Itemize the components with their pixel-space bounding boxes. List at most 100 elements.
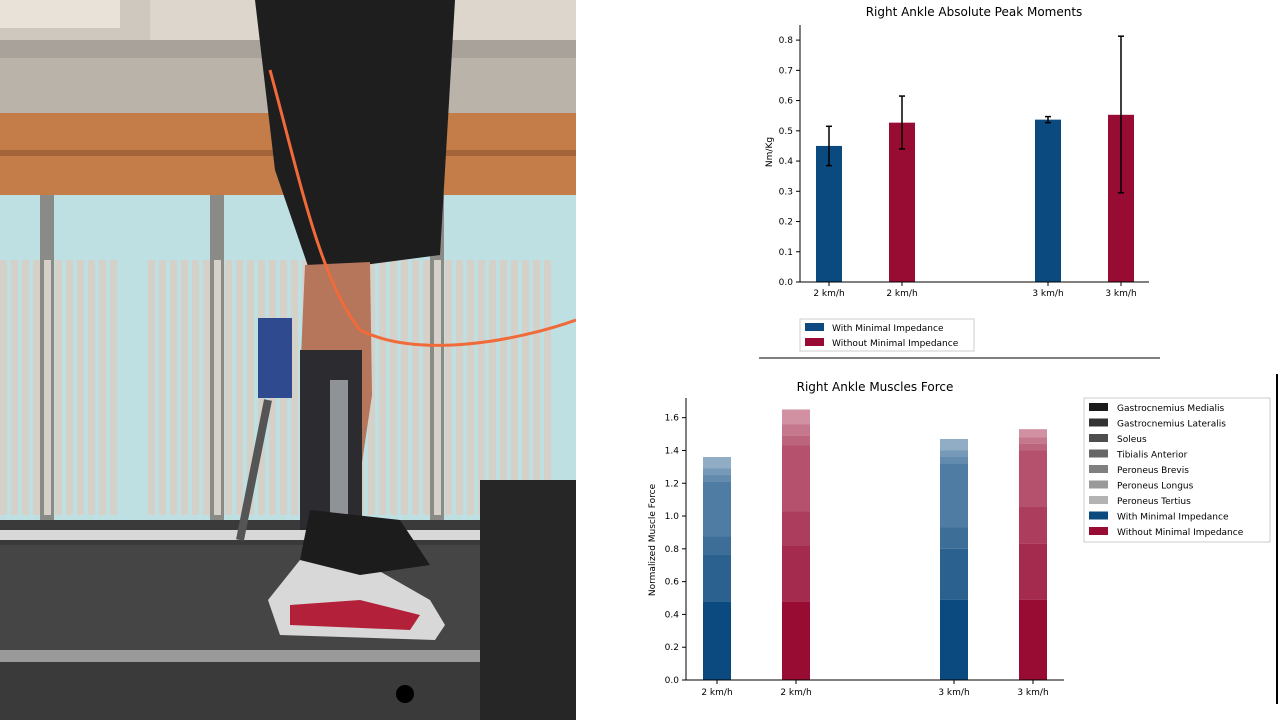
x-tick-label: 3 km/h xyxy=(1105,289,1136,299)
rear-shoe xyxy=(300,510,430,575)
radiator-fin xyxy=(33,260,40,515)
legend: With Minimal Impedance Without Minimal I… xyxy=(799,318,975,352)
legend-swatch xyxy=(1089,434,1108,442)
bar-segment xyxy=(1019,437,1047,444)
y-ticks: 0.0 0.1 0.2 0.3 0.4 0.5 0.6 0.7 0.8 xyxy=(779,36,800,288)
legend-box xyxy=(799,318,975,352)
radiator-fin xyxy=(225,260,232,515)
muscles-force-chart: Right Ankle Muscles Force Normalized Mus… xyxy=(648,380,1271,698)
bar-segment xyxy=(940,457,968,464)
bar xyxy=(1035,119,1061,282)
radiator-fin xyxy=(390,260,397,515)
treadmill-edge xyxy=(0,650,576,662)
photo-illustration xyxy=(0,0,577,720)
bar-segment xyxy=(940,450,968,458)
legend-label: Peroneus Longus xyxy=(1117,482,1194,492)
x-ticks: 2 km/h 2 km/h 3 km/h 3 km/h xyxy=(813,282,1137,299)
radiator-fin xyxy=(489,260,496,515)
bar-segment xyxy=(782,409,810,425)
bar-segment xyxy=(1019,450,1047,507)
y-tick-label: 0.8 xyxy=(665,545,680,555)
bar-segment xyxy=(703,457,731,469)
legend-label: Peroneus Tertius xyxy=(1117,497,1191,507)
x-tick-label: 3 km/h xyxy=(1032,289,1063,299)
radiator-fin xyxy=(192,260,199,515)
bar-segment xyxy=(703,475,731,482)
bar-segment xyxy=(782,435,810,446)
legend-swatch xyxy=(1089,418,1108,427)
bar-segment xyxy=(940,599,968,680)
radiator-fin xyxy=(544,260,551,515)
bar-segment xyxy=(1019,543,1047,600)
stacked-bars xyxy=(703,409,1047,680)
y-tick-label: 1.2 xyxy=(665,479,679,489)
bar-segment xyxy=(782,445,810,512)
radiator-fin xyxy=(99,260,106,515)
legend: Gastrocnemius Medialis Gastrocnemius Late… xyxy=(1083,397,1271,543)
cable xyxy=(268,69,577,347)
bar-segment xyxy=(1019,506,1047,544)
x-tick-label: 3 km/h xyxy=(1017,688,1048,698)
radiator-fin xyxy=(412,260,419,515)
chart-title: Right Ankle Absolute Peak Moments xyxy=(866,5,1083,19)
bar-segment xyxy=(782,601,810,680)
radiator-fin xyxy=(88,260,95,515)
radiator-fin xyxy=(170,260,177,515)
radiator-fin xyxy=(379,260,386,515)
x-tick-label: 2 km/h xyxy=(813,289,844,299)
y-tick-label: 0.0 xyxy=(665,676,680,686)
radiator-fin xyxy=(291,260,298,515)
bar-segment xyxy=(940,527,968,549)
y-tick-label: 0.1 xyxy=(779,248,793,258)
radiator-fin xyxy=(500,260,507,515)
bar-segment xyxy=(1019,429,1047,438)
bar-segment xyxy=(703,468,731,476)
radiator-fin xyxy=(44,260,51,515)
y-tick-label: 0.6 xyxy=(779,97,794,107)
exo-strut xyxy=(330,380,348,530)
radiator-fin xyxy=(456,260,463,515)
bar-segment xyxy=(782,545,810,602)
legend-label: Without Minimal Impedance xyxy=(1117,528,1244,538)
charts-panel: Right Ankle Absolute Peak Moments Nm/Kg … xyxy=(576,0,1280,720)
legend-label: Peroneus Brevis xyxy=(1117,466,1189,476)
treadmill-side xyxy=(480,480,576,720)
radiator-fin xyxy=(66,260,73,515)
legend-label-without: Without Minimal Impedance xyxy=(832,339,959,349)
radiator-fin xyxy=(401,260,408,515)
radiator-fin xyxy=(148,260,155,515)
sensor-box xyxy=(258,318,292,398)
bar-segment xyxy=(703,554,731,602)
y-tick-label: 0.6 xyxy=(665,578,680,588)
radiator-fin xyxy=(434,260,441,515)
legend-label: Gastrocnemius Lateralis xyxy=(1117,420,1226,430)
legend-label: Tibialis Anterior xyxy=(1116,451,1188,461)
legend-label: Gastrocnemius Medialis xyxy=(1117,404,1224,414)
radiator-fin xyxy=(0,260,7,515)
bar-segment xyxy=(1019,599,1047,680)
legend-swatch xyxy=(1089,465,1108,473)
y-tick-label: 0.7 xyxy=(779,66,793,76)
radiator-fin xyxy=(423,260,430,515)
bars xyxy=(816,35,1134,282)
y-tick-label: 1.0 xyxy=(665,512,680,522)
legend-swatch xyxy=(1089,403,1108,411)
y-axis-label: Nm/Kg xyxy=(765,137,775,167)
legend-label: Soleus xyxy=(1117,435,1147,445)
bar-segment xyxy=(703,536,731,555)
bar-segment xyxy=(940,463,968,528)
peak-moments-chart: Right Ankle Absolute Peak Moments Nm/Kg … xyxy=(765,5,1149,352)
x-tick-label: 2 km/h xyxy=(886,289,917,299)
radiator-fin xyxy=(445,260,452,515)
bar-segment xyxy=(703,601,731,680)
radiator-fin xyxy=(22,260,29,515)
radiator-fin xyxy=(181,260,188,515)
y-tick-label: 0.2 xyxy=(779,218,793,228)
legend-label: With Minimal Impedance xyxy=(1117,513,1229,523)
bar-segment xyxy=(703,481,731,537)
radiator-fin xyxy=(467,260,474,515)
shoe-accent xyxy=(290,600,420,630)
treadmill-photo xyxy=(0,0,577,720)
y-tick-label: 0.0 xyxy=(779,278,794,288)
legend-label-with: With Minimal Impedance xyxy=(832,324,944,334)
